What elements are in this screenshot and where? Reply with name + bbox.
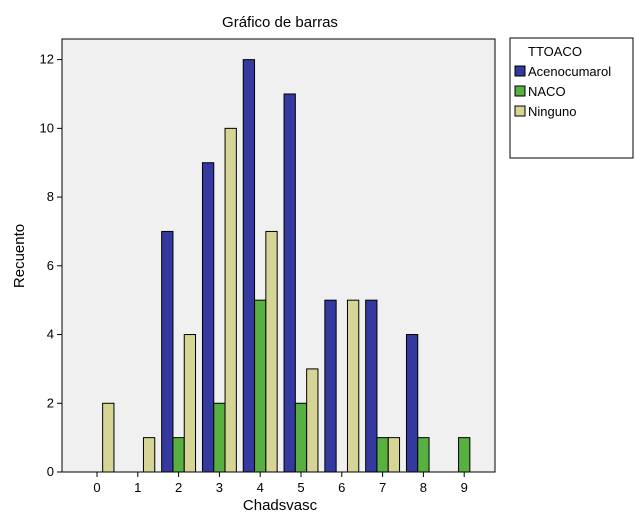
bar-naco-5 <box>294 402 308 473</box>
plot-area <box>61 38 496 473</box>
legend-label-naco: NACO <box>528 84 566 99</box>
legend-items: Acenocumarol NACO Ninguno <box>514 64 611 119</box>
legend-label-acenocumarol: Acenocumarol <box>528 64 611 79</box>
legend-box <box>509 37 634 159</box>
chart-title: Gráfico de barras <box>222 14 338 31</box>
bar-ninguno-7 <box>387 437 401 473</box>
y-tick-label: 12 <box>40 52 54 67</box>
x-tick-label: 3 <box>216 480 223 495</box>
bar-acenocumarol-5 <box>283 93 296 473</box>
bar-naco-3 <box>213 402 226 473</box>
bar-acenocumarol-8 <box>405 334 419 473</box>
bar-naco-7 <box>376 437 389 473</box>
bar-acenocumarol-6 <box>324 299 337 473</box>
y-tick-label: 4 <box>47 327 54 342</box>
x-tick-label: 4 <box>257 480 264 495</box>
bar-ninguno-3 <box>224 127 237 473</box>
x-tick-label: 5 <box>297 480 304 495</box>
bar-naco-2 <box>172 437 185 473</box>
x-tick-label: 2 <box>175 480 182 495</box>
bar-naco-4 <box>254 299 267 473</box>
legend: TTOACO Acenocumarol NACO Ninguno <box>509 37 634 159</box>
bar-ninguno-0 <box>102 402 115 473</box>
y-tick-label: 6 <box>47 258 54 273</box>
y-tick-label: 10 <box>40 120 54 135</box>
x-tick-label: 6 <box>338 480 345 495</box>
x-tick-label: 0 <box>93 480 100 495</box>
bar-ninguno-5 <box>306 368 319 473</box>
y-axis: 0 2 4 6 8 10 12 <box>40 52 62 479</box>
bar-acenocumarol-7 <box>365 299 378 473</box>
y-axis-title: Recuento <box>11 224 28 288</box>
legend-swatch-naco <box>514 85 526 97</box>
bar-ninguno-2 <box>183 334 197 473</box>
legend-title: TTOACO <box>528 44 582 59</box>
x-tick-label: 9 <box>461 480 468 495</box>
y-tick-label: 8 <box>47 189 54 204</box>
legend-swatch-acenocumarol <box>514 65 526 77</box>
bar-naco-9 <box>458 437 471 473</box>
legend-label-ninguno: Ninguno <box>528 104 576 119</box>
bar-acenocumarol-3 <box>201 162 215 473</box>
bar-ninguno-6 <box>346 299 360 473</box>
bar-ninguno-1 <box>142 437 156 473</box>
x-tick-label: 8 <box>420 480 427 495</box>
legend-swatch-ninguno <box>514 105 526 117</box>
x-tick-label: 1 <box>134 480 141 495</box>
y-tick-label: 0 <box>47 464 54 479</box>
bar-acenocumarol-2 <box>161 230 174 473</box>
bar-naco-8 <box>417 437 430 473</box>
bars-group <box>102 59 471 473</box>
bar-acenocumarol-4 <box>242 59 256 473</box>
y-tick-label: 2 <box>47 395 54 410</box>
bar-ninguno-4 <box>265 230 278 473</box>
x-axis-title: Chadsvasc <box>243 497 318 514</box>
x-axis: 0 1 2 3 4 5 6 7 8 9 <box>93 472 468 495</box>
x-tick-label: 7 <box>379 480 386 495</box>
